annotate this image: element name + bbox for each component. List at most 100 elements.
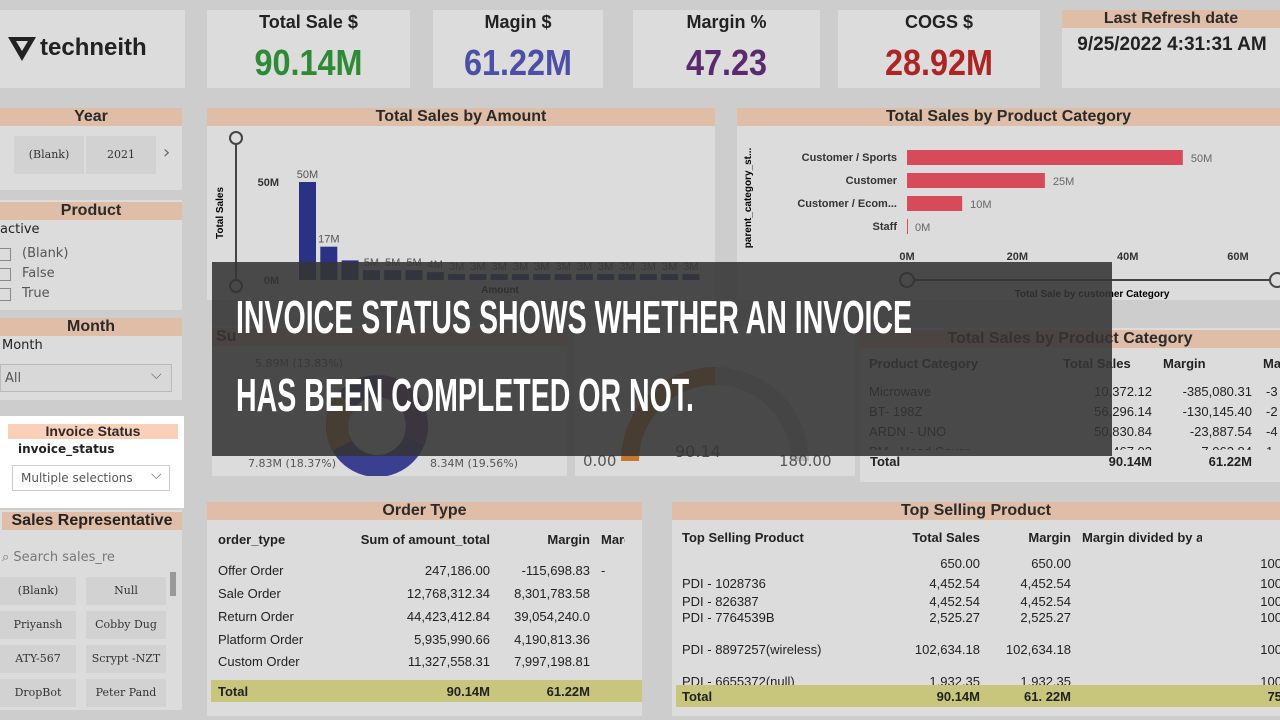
- column-header: Top Selling Product: [682, 530, 804, 545]
- bar: [907, 173, 1045, 188]
- data-label: 50M: [297, 169, 318, 181]
- gauge-min: 0.00: [583, 452, 617, 470]
- chevron: ⌵: [151, 367, 162, 383]
- bar: [907, 150, 1183, 165]
- slicer-title: Invoice Status: [8, 424, 178, 439]
- chevron: ⌵: [151, 467, 162, 483]
- total-cell: 61. 22M: [1024, 689, 1071, 704]
- top-table: Top Selling Product Top Selling Product T…: [672, 502, 1280, 716]
- column-header: Margin divided by amount_total: [1082, 530, 1202, 545]
- dropdown-value: Multiple selections: [21, 471, 133, 485]
- rep-option[interactable]: Scrypt -NZT: [86, 645, 166, 673]
- table-cell: 4,452.54: [1020, 594, 1071, 609]
- search-placeholder: Search sales_re: [13, 550, 115, 565]
- year-slicer: Year (Blank) 2021 ›: [0, 108, 182, 190]
- donut-label: 7.83M (18.37%): [248, 457, 337, 470]
- table-cell: -385,080.31: [1182, 384, 1252, 399]
- dropdown[interactable]: All ⌵: [0, 364, 172, 392]
- x-tick-label: 0M: [899, 251, 914, 263]
- table-cell: 7,997,198.81: [514, 654, 590, 669]
- year-option[interactable]: (Blank): [14, 136, 84, 174]
- table-cell: 11,327,558.31: [407, 654, 490, 669]
- bar: [907, 196, 963, 211]
- table-cell: 12,768,312.34: [406, 586, 490, 601]
- rep-option[interactable]: DropBot: [0, 679, 76, 707]
- kpi-label: Total Sale $: [259, 12, 358, 32]
- bar: [299, 182, 316, 280]
- total-cell: 61.22M: [546, 684, 590, 699]
- caption-line: INVOICE STATUS SHOWS WHETHER AN INVOICE: [236, 291, 913, 343]
- logo-icon: [8, 37, 36, 61]
- rep-option[interactable]: (Blank): [0, 577, 76, 605]
- caption-box: INVOICE STATUS SHOWS WHETHER AN INVOICE …: [212, 262, 1112, 456]
- refresh-label: Last Refresh date: [1062, 10, 1280, 28]
- slicer-title: Month: [0, 318, 182, 336]
- table-cell: -115,698.83: [521, 563, 590, 578]
- rep-option[interactable]: ATY-567: [0, 645, 76, 673]
- table-cell: 100.00: [1260, 610, 1280, 625]
- slicer-title: Sales Representative: [2, 512, 182, 530]
- x-tick-label: 20M: [1007, 251, 1028, 263]
- kpi-value: 28.92M: [884, 42, 994, 83]
- table-cell: 100.00: [1260, 576, 1280, 591]
- data-label: 17M: [318, 234, 339, 246]
- column-header: Margin: [547, 532, 590, 547]
- column-header: Margin: [1163, 356, 1206, 371]
- table-cell: 102,634.18: [914, 642, 980, 657]
- total-cell: Total: [682, 689, 713, 704]
- kpi-label: COGS $: [904, 12, 974, 32]
- table-cell: 8,301,783.58: [514, 586, 590, 601]
- slicer-field: Month: [2, 338, 43, 353]
- table-cell: 100.00: [1260, 642, 1280, 657]
- kpi-value: 90.14M: [254, 42, 363, 83]
- dropdown-value: All: [5, 371, 22, 386]
- rep-option[interactable]: Priyansh Mehra: [0, 611, 76, 659]
- next-arrow[interactable]: ›: [163, 142, 171, 163]
- sales-rep-slicer: Sales Representative ⌕ Search sales_re (…: [0, 510, 182, 710]
- kpi-card: Margin % 47.23: [633, 10, 820, 88]
- chart-title: Total Sales by Amount: [207, 108, 715, 126]
- total-row: [211, 680, 642, 702]
- gauge-max: 180.00: [779, 452, 832, 470]
- rep-option[interactable]: Cobby Dug: [86, 611, 166, 639]
- refresh-value: 9/25/2022 4:31:31 AM: [1077, 34, 1267, 55]
- month-slicer: Month Month All ⌵: [0, 318, 182, 400]
- year-option[interactable]: 2021: [86, 136, 156, 174]
- category-label: Customer: [846, 175, 898, 187]
- table-cell: 100.00: [1260, 556, 1280, 571]
- rep-option[interactable]: Peter Pand: [86, 679, 166, 707]
- search-box[interactable]: ⌕ Search sales_re: [2, 550, 115, 565]
- total-cell: 90.14M: [1108, 454, 1152, 469]
- scrollbar[interactable]: [170, 572, 176, 596]
- table-title: Order Type: [207, 502, 642, 520]
- option-label: True: [22, 286, 50, 301]
- table-title: Top Selling Product: [672, 502, 1280, 520]
- bar: [907, 219, 908, 234]
- data-label: 25M: [1053, 176, 1074, 188]
- table-cell: Offer Order: [218, 563, 284, 578]
- kpi-card: Total Sale $ 90.14M: [207, 10, 410, 88]
- checkbox[interactable]: [0, 268, 11, 281]
- table-cell: 100.00: [1260, 594, 1280, 609]
- y-axis-label: Total Sales: [215, 187, 226, 239]
- table-cell: Return Order: [218, 609, 294, 624]
- y-axis-label: parent_category_st...: [743, 147, 754, 248]
- total-cell: Total: [218, 684, 249, 699]
- slicer-title: Product: [0, 202, 182, 220]
- table-cell: 44,423,412.84: [406, 609, 490, 624]
- dropdown[interactable]: Multiple selections ⌵: [12, 465, 170, 491]
- category-label: Customer / Sports: [802, 152, 897, 164]
- table-cell: 39,054,240.0: [514, 609, 590, 624]
- slicer-field: invoice_status: [18, 442, 115, 456]
- category-label: Customer / Ecom...: [797, 198, 897, 210]
- category-label: Staff: [873, 221, 898, 233]
- data-label: 50M: [1191, 153, 1212, 165]
- table-cell: PDI - 8897257(wireless): [682, 642, 822, 657]
- checkbox[interactable]: [0, 248, 11, 261]
- checkbox[interactable]: [0, 288, 11, 301]
- column-header: Margin %: [601, 532, 625, 547]
- rep-option[interactable]: Null: [86, 577, 166, 605]
- slicer-title: Year: [0, 108, 182, 126]
- kpi-label: Magin $: [484, 12, 552, 32]
